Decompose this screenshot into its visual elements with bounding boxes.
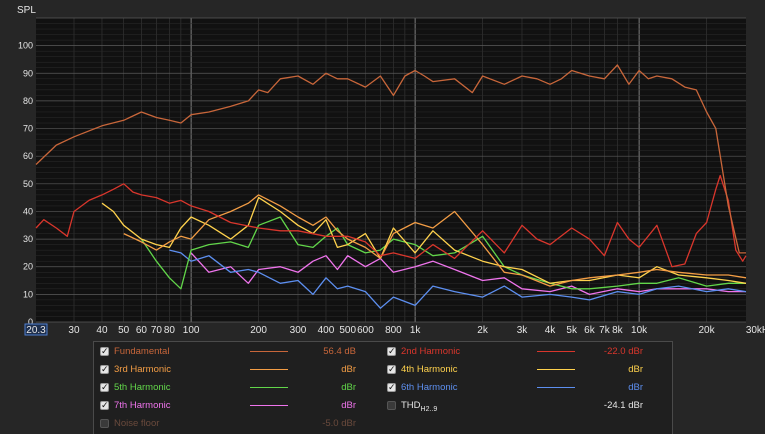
x-tick-label: 1k	[410, 325, 422, 336]
h2-checkbox[interactable]	[387, 345, 396, 359]
noise-label: Noise floor	[114, 418, 160, 429]
h3-value: dBr	[341, 364, 356, 375]
x-tick-label: 600	[357, 325, 374, 336]
x-tick-label: 20.3	[26, 325, 46, 336]
x-tick-label: 8k	[612, 325, 624, 336]
h7-checkbox[interactable]	[100, 399, 109, 413]
x-tick-label: 200	[250, 325, 267, 336]
series-2nd-harmonic	[35, 174, 747, 268]
x-tick-label: 300	[290, 325, 307, 336]
x-tick-label: 10k	[631, 325, 648, 336]
h3-label: 3rd Harmonic	[114, 364, 172, 375]
x-tick-label: 20k	[698, 325, 715, 336]
x-tick-label: 30kHz	[746, 325, 765, 336]
h4-swatch	[537, 369, 575, 370]
y-tick-label: 0	[28, 317, 33, 327]
h3-swatch	[250, 369, 288, 370]
y-axis-label: SPL	[17, 5, 36, 16]
h4-value: dBr	[628, 364, 643, 375]
series-3rd-harmonic	[123, 194, 747, 287]
legend-item-noise: Noise floor -5.0 dBr	[100, 417, 380, 431]
plot-area	[36, 18, 746, 322]
legend-item-h7: 7th Harmonic dBr	[100, 399, 380, 413]
x-tick-label: 400	[318, 325, 335, 336]
h5-label: 5th Harmonic	[114, 382, 171, 393]
legend-item-fundamental: Fundamental 56.4 dB	[100, 345, 380, 359]
h3-checkbox[interactable]	[100, 363, 109, 377]
x-tick-label: 3k	[517, 325, 529, 336]
y-tick-label: 20	[23, 262, 33, 272]
h6-value: dBr	[628, 382, 643, 393]
h7-value: dBr	[341, 400, 356, 411]
x-tick-label: 60	[136, 325, 148, 336]
x-tick-label: 2k	[477, 325, 489, 336]
h6-label: 6th Harmonic	[401, 382, 458, 393]
legend-item-thd: THDH2..9 -24.1 dBr	[387, 399, 667, 413]
y-tick-label: 40	[23, 206, 33, 216]
h7-label: 7th Harmonic	[114, 400, 171, 411]
legend-item-h4: 4th Harmonic dBr	[387, 363, 667, 377]
h4-label: 4th Harmonic	[401, 364, 458, 375]
legend-panel: Fundamental 56.4 dB 2nd Harmonic -22.0 dBr 3…	[93, 341, 673, 434]
h2-swatch	[537, 351, 575, 352]
y-tick-label: 90	[23, 68, 33, 78]
fundamental-checkbox[interactable]	[100, 345, 109, 359]
legend-item-h2: 2nd Harmonic -22.0 dBr	[387, 345, 667, 359]
h2-label: 2nd Harmonic	[401, 346, 461, 357]
legend-item-h3: 3rd Harmonic dBr	[100, 363, 380, 377]
x-tick-label: 800	[385, 325, 402, 336]
noise-checkbox[interactable]	[100, 419, 109, 428]
h5-value: dBr	[341, 382, 356, 393]
x-tick-label: 500	[339, 325, 356, 336]
thd-checkbox[interactable]	[387, 401, 396, 410]
h6-swatch	[537, 387, 575, 388]
y-tick-label: 70	[23, 124, 33, 134]
fundamental-value: 56.4 dB	[323, 346, 356, 357]
thd-label: THDH2..9	[401, 399, 437, 417]
thd-value: -24.1 dBr	[603, 400, 643, 411]
y-tick-label: 50	[23, 179, 33, 189]
x-tick-label: 80	[164, 325, 176, 336]
thd-label-main: THD	[401, 400, 421, 411]
x-tick-label: 7k	[599, 325, 611, 336]
fundamental-label: Fundamental	[114, 346, 170, 357]
x-tick-label: 70	[151, 325, 163, 336]
fundamental-swatch	[250, 351, 288, 352]
y-tick-label: 100	[18, 41, 33, 51]
y-tick-label: 10	[23, 289, 33, 299]
legend-item-h6: 6th Harmonic dBr	[387, 381, 667, 395]
x-tick-label: 4k	[545, 325, 557, 336]
series-fundamental	[35, 64, 746, 254]
x-start-box[interactable]	[24, 323, 48, 336]
y-tick-label: 30	[23, 234, 33, 244]
x-tick-label: 30	[68, 325, 80, 336]
legend-item-h5: 5th Harmonic dBr	[100, 381, 380, 395]
grid	[36, 17, 746, 323]
h7-swatch	[250, 405, 288, 406]
x-tick-label: 6k	[584, 325, 596, 336]
h5-swatch	[250, 387, 288, 388]
x-tick-label: 5k	[566, 325, 578, 336]
thd-label-sub: H2..9	[420, 406, 438, 413]
y-tick-label: 60	[23, 151, 33, 161]
series-6th-harmonic	[169, 249, 747, 309]
x-tick-label: 40	[96, 325, 108, 336]
h2-value: -22.0 dBr	[603, 346, 643, 357]
h4-checkbox[interactable]	[387, 363, 396, 377]
series-7th-harmonic	[190, 252, 746, 296]
h6-checkbox[interactable]	[387, 381, 396, 395]
x-tick-label: 100	[183, 325, 200, 336]
h5-checkbox[interactable]	[100, 381, 109, 395]
series-lines	[35, 64, 747, 309]
noise-value: -5.0 dBr	[322, 418, 356, 429]
y-tick-label: 80	[23, 96, 33, 106]
x-tick-label: 50	[118, 325, 130, 336]
